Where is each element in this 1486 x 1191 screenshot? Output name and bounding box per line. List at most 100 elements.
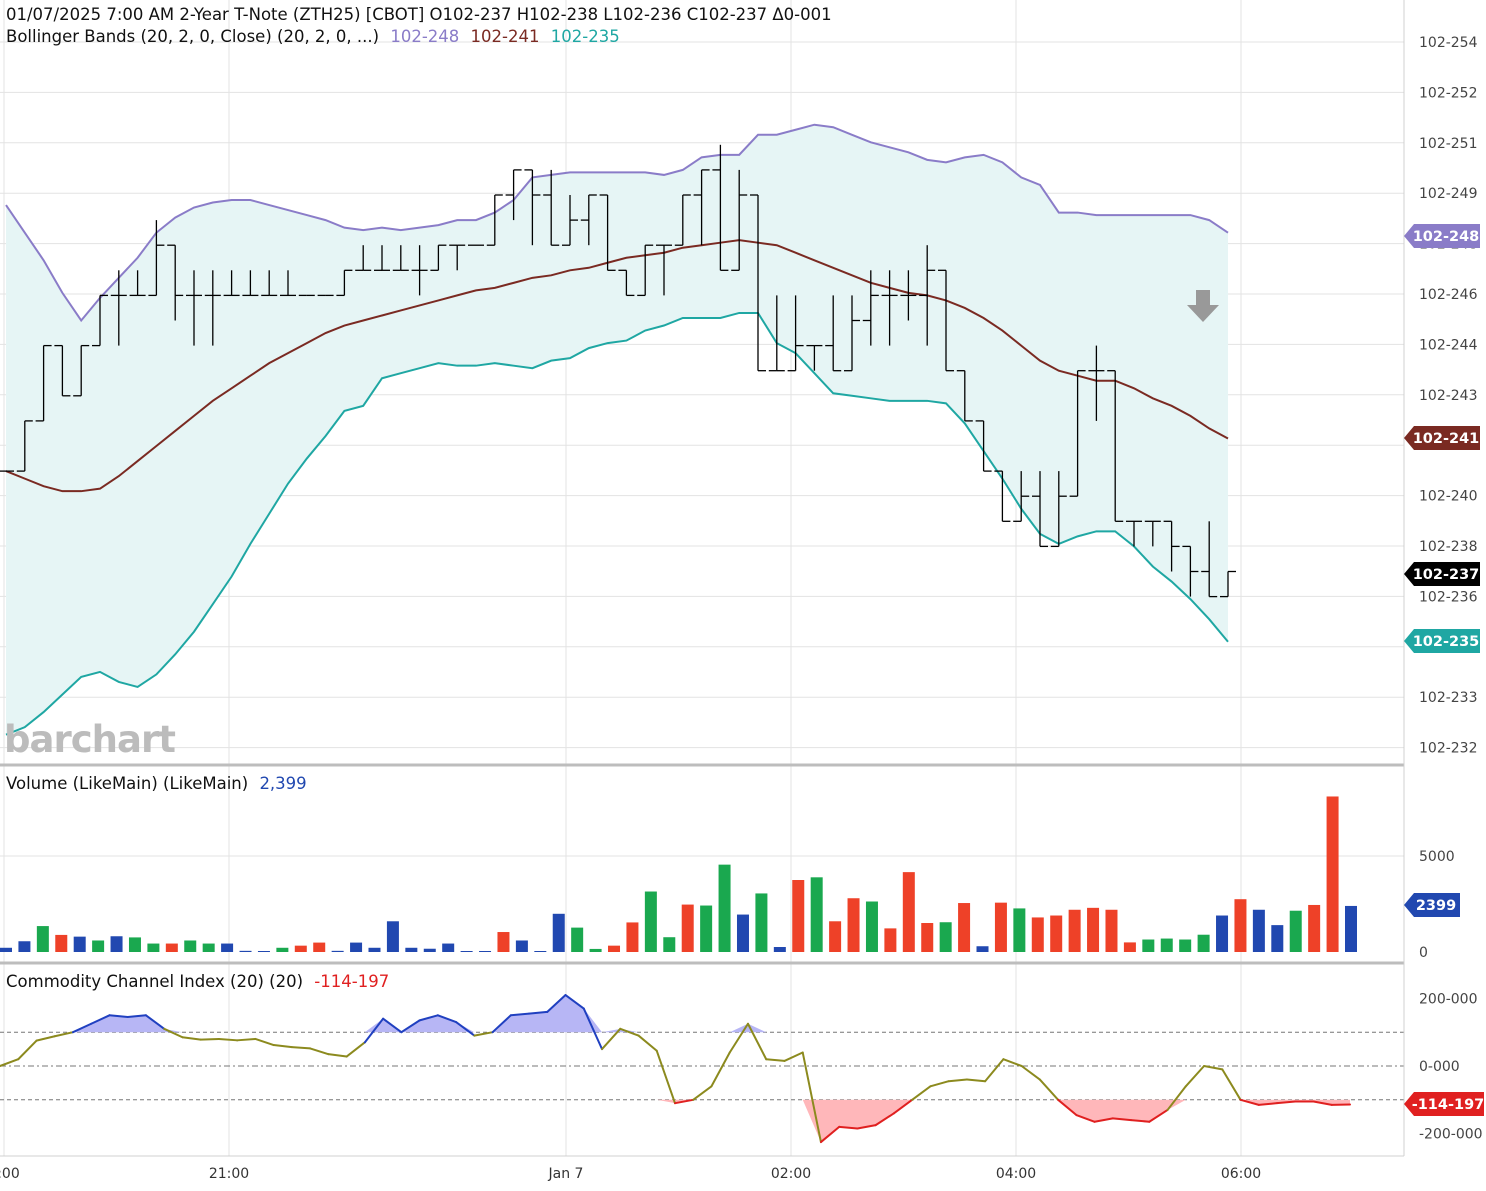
cci-line-segment: [310, 1048, 328, 1054]
cci-line-segment: [912, 1086, 930, 1100]
volume-bar: [74, 937, 86, 952]
bollinger-middle-value: 102-241: [471, 27, 540, 46]
volume-bar: [0, 948, 12, 952]
volume-bar: [792, 880, 804, 952]
volume-bar: [184, 940, 196, 952]
bollinger-label: Bollinger Bands (20, 2, 0, Close) (20, 2…: [6, 27, 379, 46]
volume-bar: [313, 943, 325, 952]
cci-line-segment: [1168, 1086, 1186, 1110]
volume-bar: [387, 921, 399, 952]
svg-text:102-241: 102-241: [1413, 431, 1480, 447]
cci-line-segment: [274, 1045, 292, 1047]
cci-overbought-fill: [0, 995, 1350, 1032]
volume-bar: [18, 941, 30, 952]
cci-line-segment: [657, 1051, 675, 1103]
volume-bar: [737, 915, 749, 952]
cci-line-segment: [985, 1059, 1003, 1081]
volume-bar: [866, 902, 878, 952]
cci-line-segment: [784, 1052, 802, 1060]
cci-value: -114-197: [314, 972, 389, 991]
volume-bar: [829, 921, 841, 952]
cci-line-segment: [328, 1054, 346, 1056]
volume-bar: [166, 944, 178, 952]
svg-text:102-237: 102-237: [1413, 567, 1480, 583]
price-tick-label: 102-244: [1419, 337, 1478, 353]
volume-bar: [700, 906, 712, 952]
price-tick-label: 102-243: [1419, 388, 1478, 404]
volume-bar: [276, 948, 288, 952]
cci-line-segment: [1222, 1069, 1240, 1099]
volume-bar: [350, 943, 362, 952]
volume-legend: Volume (LikeMain) (LikeMain) 2,399: [6, 774, 307, 793]
volume-bar: [111, 936, 123, 952]
cci-line-segment: [36, 1036, 54, 1040]
price-tick-label: 102-240: [1419, 489, 1478, 505]
price-tick-label: 102-249: [1419, 186, 1478, 202]
svg-text:102-248: 102-248: [1413, 229, 1480, 245]
cci-line-segment: [1022, 1066, 1040, 1080]
cci-line-segment: [474, 1032, 492, 1035]
volume-bar: [1308, 905, 1320, 952]
volume-bar: [608, 946, 620, 952]
time-tick-label: 21:00: [209, 1166, 249, 1182]
volume-bars: [0, 796, 1357, 952]
volume-bar: [461, 951, 473, 952]
volume-bar: [903, 872, 915, 952]
cci-line-segment: [55, 1032, 73, 1036]
volume-bar: [848, 898, 860, 952]
volume-bar: [571, 928, 583, 952]
volume-bar: [1087, 908, 1099, 952]
time-tick-label: 06:00: [1221, 1166, 1261, 1182]
cci-tick-label: 200-000: [1419, 991, 1478, 1007]
cci-line-segment: [219, 1039, 237, 1040]
price-tick-label: 102-236: [1419, 589, 1478, 605]
badge-upper-band: 102-248: [1404, 224, 1480, 248]
volume-bar: [1124, 942, 1136, 952]
volume-bar: [442, 944, 454, 952]
bollinger-legend: Bollinger Bands (20, 2, 0, Close) (20, 2…: [6, 27, 620, 46]
volume-bar: [1032, 917, 1044, 952]
volume-bar: [129, 937, 141, 952]
cci-line-segment: [711, 1052, 729, 1086]
badge-last-close: 102-237: [1404, 562, 1480, 586]
volume-bar: [1069, 910, 1081, 952]
volume-bar: [1271, 925, 1283, 952]
cci-line-segment: [639, 1036, 657, 1051]
volume-bar: [645, 892, 657, 952]
cci-line-segment: [164, 1029, 182, 1037]
bollinger-lower-value: 102-235: [551, 27, 620, 46]
cci-line-segment: [0, 1059, 18, 1066]
volume-bar: [626, 922, 638, 952]
time-tick-label: Jan 7: [548, 1166, 584, 1182]
volume-bar: [368, 948, 380, 952]
volume-bar: [497, 932, 509, 952]
volume-bar: [424, 949, 436, 952]
barchart-watermark: barchart: [4, 718, 175, 761]
time-tick-label: 0:00: [0, 1166, 20, 1182]
volume-bar: [921, 923, 933, 952]
volume-value: 2,399: [259, 774, 306, 793]
svg-text:102-235: 102-235: [1413, 634, 1480, 650]
volume-bar: [1161, 939, 1173, 952]
cci-line-segment: [930, 1081, 948, 1086]
volume-bar: [1253, 910, 1265, 952]
volume-bar: [940, 922, 952, 952]
volume-bar: [1179, 940, 1191, 952]
volume-bar: [147, 944, 159, 952]
volume-bar: [1345, 906, 1357, 952]
volume-bar: [240, 951, 252, 952]
volume-bar: [719, 865, 731, 952]
volume-bar: [1198, 935, 1210, 952]
badge-lower-band: 102-235: [1404, 629, 1480, 653]
price-tick-label: 102-254: [1419, 35, 1478, 51]
bollinger-band-fill: [6, 125, 1228, 735]
volume-label: Volume (LikeMain) (LikeMain): [6, 774, 248, 793]
volume-bar: [884, 928, 896, 952]
volume-bar: [1142, 940, 1154, 952]
volume-bar: [332, 951, 344, 952]
cci-line-segment: [1040, 1080, 1058, 1100]
volume-bar: [479, 951, 491, 952]
volume-bar: [1234, 899, 1246, 952]
cci-line-segment: [766, 1059, 784, 1061]
